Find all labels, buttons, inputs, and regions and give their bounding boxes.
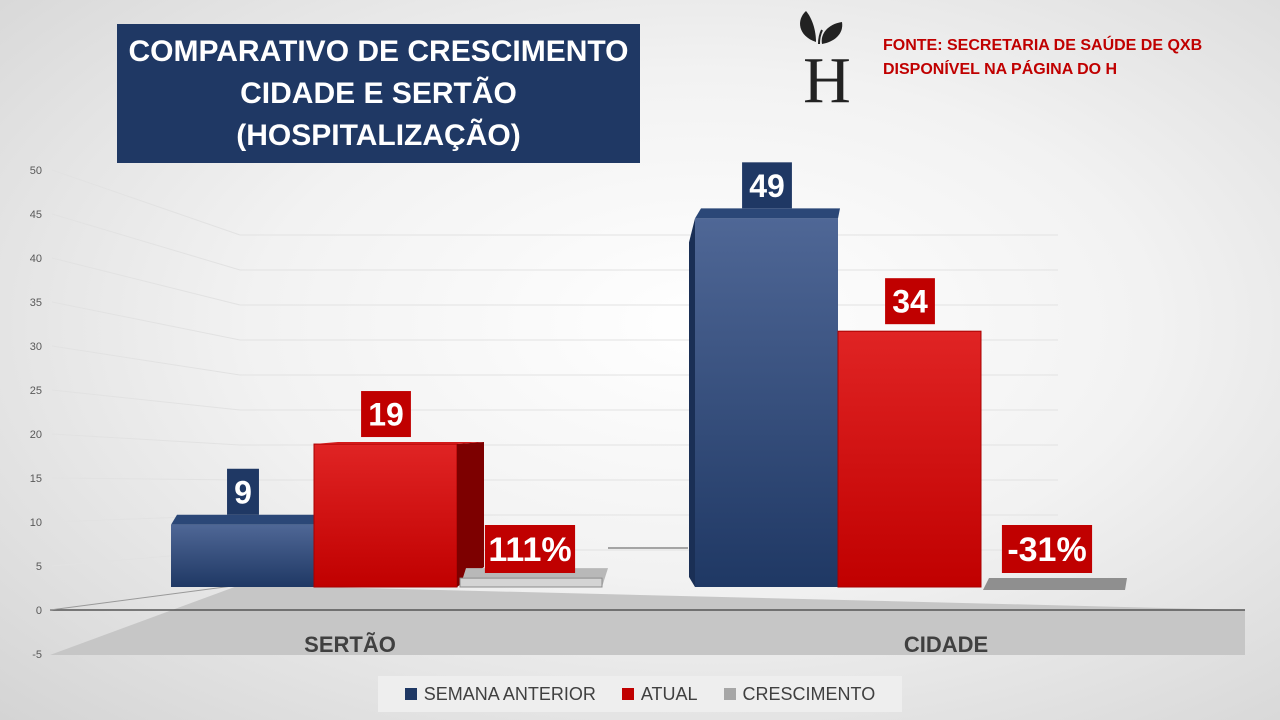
y-axis: -5 0 5 10 15 20 25 30 35 40 45 50 (30, 165, 42, 661)
gridline-side (51, 477, 241, 481)
y-tick-label: -5 (32, 649, 42, 661)
title-line-1: COMPARATIVO DE CRESCIMENTO (128, 34, 629, 68)
legend-swatch-blue (404, 688, 417, 700)
legend-label-crescimento: CRESCIMENTO (742, 683, 876, 704)
title-line-2: CIDADE E SERTÃO (240, 76, 517, 110)
gridline-side (51, 433, 241, 446)
bars-group (171, 208, 1127, 590)
y-tick-label: 25 (30, 385, 42, 397)
legend-swatch-red (621, 688, 634, 700)
chart-legend: SEMANA ANTERIOR ATUAL CRESCIMENTO (378, 676, 902, 712)
source-line-2: DISPONÍVEL NA PÁGINA DO H (883, 61, 1118, 78)
legend-label-atual: ATUAL (640, 683, 698, 704)
y-tick-label: 15 (30, 473, 42, 485)
y-tick-label: 45 (30, 209, 42, 221)
bar-atual-top (314, 442, 484, 445)
gridline-side (51, 389, 241, 411)
label-semana-anterior-bg (227, 468, 259, 515)
bar-crescimento (983, 578, 1127, 590)
y-tick-label: 10 (30, 517, 42, 529)
bar-atual (837, 330, 982, 588)
label-atual: 34 (892, 284, 928, 320)
gridline-side (51, 301, 241, 341)
bar-semana-anterior-top (171, 514, 316, 525)
gridline-side (51, 345, 241, 376)
label-atual-bg (361, 391, 411, 438)
gridline-side (51, 257, 241, 306)
logo-letter: H (803, 44, 851, 106)
label-crescimento: -31% (1007, 531, 1086, 569)
bar-semana-anterior-top (695, 208, 840, 219)
source-line-1: FONTE: SECRETARIA DE SAÚDE DE QXB (883, 37, 1203, 54)
source-note: FONTE: SECRETARIA DE SAÚDE DE QXB DISPON… (883, 34, 1202, 82)
chart-floor (50, 585, 1245, 655)
bar-semana-anterior (695, 218, 838, 587)
label-crescimento-bg (1001, 525, 1093, 573)
chart-title: COMPARATIVO DE CRESCIMENTO CIDADE E SERT… (117, 24, 640, 163)
category-label: SERTÃO (304, 632, 396, 657)
legend-swatch-gray (723, 688, 736, 700)
data-labels: 9 19 111% 49 34 -31% (227, 162, 1093, 573)
legend-item-atual: ATUAL (621, 683, 698, 705)
bar-semana-anterior-side (689, 218, 695, 587)
leaf-right-icon (821, 22, 843, 44)
label-atual: 19 (368, 397, 404, 433)
gridline-side (51, 169, 241, 236)
legend-label-semana-anterior: SEMANA ANTERIOR (423, 683, 596, 704)
bar-crescimento-front (459, 577, 603, 588)
depth-axis-line (49, 584, 241, 611)
y-tick-label: 40 (30, 253, 42, 265)
y-tick-label: 5 (36, 561, 42, 573)
y-tick-label: 50 (30, 165, 42, 177)
leaf-left-icon (800, 11, 816, 42)
y-tick-label: 35 (30, 297, 42, 309)
brand-logo: H (800, 11, 851, 106)
title-line-3: (HOSPITALIZAÇÃO) (236, 118, 521, 152)
y-tick-label: 30 (30, 341, 42, 353)
label-semana-anterior: 9 (234, 474, 252, 510)
label-atual-bg (885, 278, 935, 325)
bar-atual (313, 443, 458, 588)
y-tick-label: 20 (30, 429, 42, 441)
category-labels: SERTÃO CIDADE (304, 632, 988, 657)
label-crescimento: 111% (488, 531, 571, 569)
label-semana-anterior-bg (742, 162, 792, 209)
bar-atual-side (457, 442, 484, 587)
label-crescimento-bg (484, 525, 576, 573)
legend-item-semana-anterior: SEMANA ANTERIOR (404, 683, 596, 705)
gridline-side (51, 213, 241, 271)
category-label: CIDADE (904, 632, 988, 657)
label-semana-anterior: 49 (749, 168, 785, 204)
y-tick-label: 0 (36, 605, 42, 617)
bar-semana-anterior (171, 524, 314, 587)
legend-item-crescimento: CRESCIMENTO (723, 683, 876, 705)
